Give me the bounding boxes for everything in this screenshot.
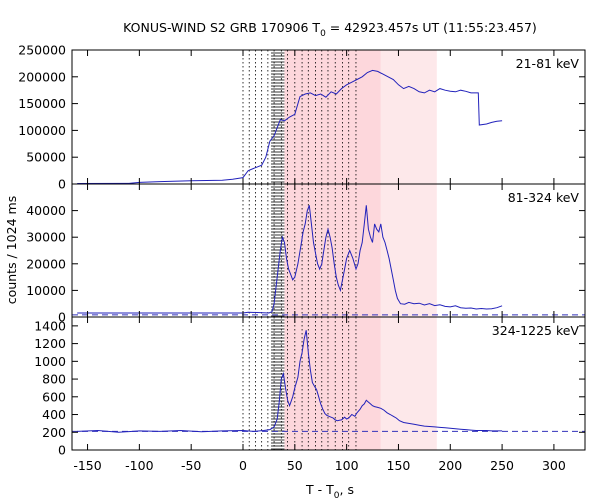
y-tick-label: 50000 <box>26 150 66 165</box>
x-tick-label: 0 <box>239 458 247 473</box>
y-tick-label: 30000 <box>26 230 66 245</box>
shaded-region-1 <box>284 317 381 450</box>
x-tick-label: 50 <box>287 458 303 473</box>
y-tick-label: 600 <box>42 389 66 404</box>
x-axis-label-main: T - T <box>305 482 334 497</box>
shaded-region-2 <box>380 50 437 184</box>
chart-title-subscript: 0 <box>320 29 326 39</box>
shaded-region-2 <box>380 184 437 317</box>
x-tick-label: 250 <box>490 458 514 473</box>
x-axis-label: T - T0, s <box>305 482 354 500</box>
chart-title: KONUS-WIND S2 GRB 170906 T0 = 42923.457s… <box>123 20 537 39</box>
x-tick-label: 100 <box>335 458 359 473</box>
y-tick-label: 200 <box>42 425 66 440</box>
x-tick-label: 150 <box>387 458 411 473</box>
light-curve-line <box>77 330 503 433</box>
y-tick-label: 0 <box>58 310 66 325</box>
light-curve-line <box>77 205 503 314</box>
y-tick-label: 10000 <box>26 283 66 298</box>
x-tick-label: -50 <box>181 458 201 473</box>
y-tick-label: 40000 <box>26 203 66 218</box>
shaded-region-1 <box>284 50 381 184</box>
y-tick-label: 20000 <box>26 256 66 271</box>
y-tick-label: 1400 <box>34 318 66 333</box>
y-tick-label: 200000 <box>18 69 66 84</box>
y-axis-label: counts / 1024 ms <box>4 196 19 304</box>
x-tick-label: -100 <box>125 458 153 473</box>
chart-title-main: KONUS-WIND S2 GRB 170906 T <box>123 20 320 35</box>
y-tick-label: 150000 <box>18 96 66 111</box>
panel-energy-label: 81-324 keV <box>508 190 580 205</box>
x-tick-label: 200 <box>438 458 462 473</box>
x-tick-label: -150 <box>73 458 101 473</box>
panel-energy-label: 21-81 keV <box>516 56 580 71</box>
shaded-region-2 <box>380 317 437 450</box>
y-tick-label: 0 <box>58 443 66 458</box>
panel-energy-label: 324-1225 keV <box>492 323 580 338</box>
y-tick-label: 250000 <box>18 43 66 58</box>
y-tick-label: 400 <box>42 407 66 422</box>
x-tick-label: 300 <box>542 458 566 473</box>
x-axis-label-subscript: 0 <box>334 491 340 500</box>
chart-title-rest: = 42923.457s UT (11:55:23.457) <box>326 20 537 35</box>
y-tick-label: 800 <box>42 372 66 387</box>
y-tick-label: 1200 <box>34 336 66 351</box>
y-tick-label: 0 <box>58 177 66 192</box>
panel-frame <box>71 316 586 451</box>
x-axis-label-rest: , s <box>340 482 354 497</box>
y-tick-label: 1000 <box>34 354 66 369</box>
light-curve-line <box>77 69 503 184</box>
y-tick-label: 100000 <box>18 123 66 138</box>
